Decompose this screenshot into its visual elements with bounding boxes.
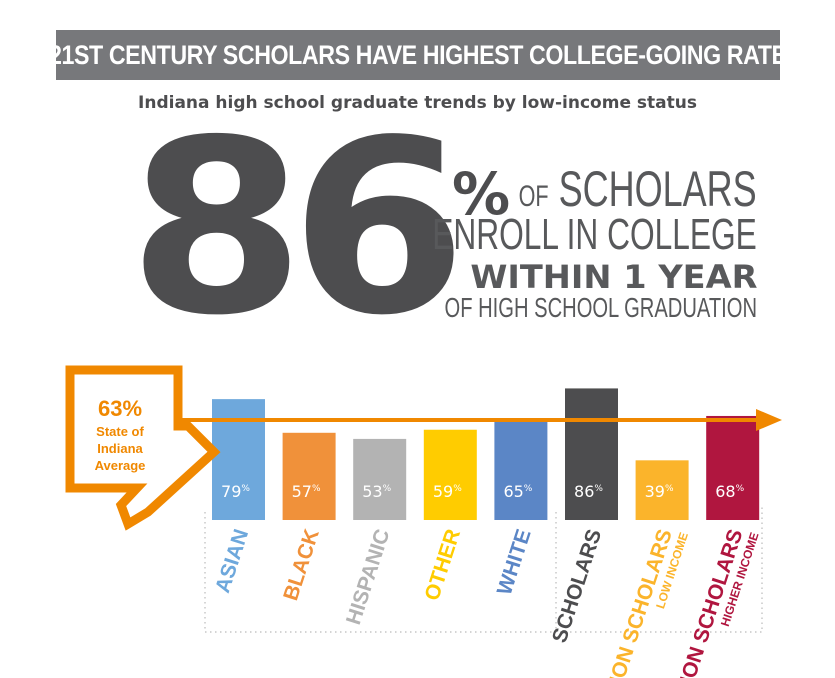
state-average-marker: 63% State of Indiana Average	[65, 365, 221, 531]
bracket-outline	[204, 505, 763, 633]
bar-white	[494, 420, 548, 520]
bar-value-label: 65%	[503, 482, 532, 501]
category-label: BLACK	[279, 526, 324, 603]
chart-title: 21ST CENTURY SCHOLARS HAVE HIGHEST COLLE…	[49, 39, 787, 70]
average-callout-box	[65, 365, 221, 531]
average-arrowhead	[756, 409, 782, 431]
bar-value-label: 79%	[221, 482, 250, 501]
title-banner: 21ST CENTURY SCHOLARS HAVE HIGHEST COLLE…	[49, 30, 787, 80]
category-label: SCHOLARS	[548, 526, 606, 645]
headline-line-3: WITHIN 1 YEAR	[469, 258, 757, 296]
bar-asian	[212, 399, 265, 520]
big-percentage-sign: %	[452, 160, 511, 228]
bar-hispanic	[353, 438, 407, 520]
headline-line-2: ENROLL IN COLLEGE	[432, 210, 757, 259]
bar-value-label: 39%	[645, 482, 674, 501]
category-label: OTHER	[420, 526, 465, 603]
bar-non-scholars-low-income	[635, 460, 689, 520]
bar-non-scholars-higher-income	[706, 415, 760, 520]
big-percentage: 86	[128, 88, 467, 368]
bracket-lines	[204, 505, 763, 633]
average-label-line-2: Indiana	[97, 441, 143, 456]
average-value: 63%	[98, 396, 142, 421]
bar-other	[423, 429, 477, 520]
chart-subtitle: Indiana high school graduate trends by l…	[138, 93, 697, 113]
bar-value-label: 57%	[292, 482, 321, 501]
average-line	[178, 409, 782, 431]
headline-line-4: OF HIGH SCHOOL GRADUATION	[444, 292, 757, 323]
headline-line-1: OF SCHOLARS	[519, 160, 757, 218]
headline-prefix: OF	[518, 180, 549, 213]
bar-value-label: 59%	[433, 482, 462, 501]
headline-scholars: SCHOLARS	[558, 161, 757, 217]
category-label: WHITE	[493, 526, 536, 597]
bar-black	[282, 432, 336, 520]
average-label-line-3: Average	[95, 458, 146, 473]
category-label: HISPANIC	[342, 526, 394, 627]
bar-value-label: 86%	[574, 482, 603, 501]
value-labels: 79% 57% 53% 59% 65% 86% 39% 68%	[221, 482, 745, 501]
category-labels: ASIAN BLACK HISPANIC OTHER WHITE SCHOLARSNON …	[211, 526, 761, 678]
bar-value-label: 68%	[715, 482, 744, 501]
category-label: ASIAN	[211, 526, 253, 595]
bar-value-label: 53%	[362, 482, 391, 501]
average-label-line-1: State of	[96, 424, 144, 439]
bar-scholars	[565, 388, 618, 520]
